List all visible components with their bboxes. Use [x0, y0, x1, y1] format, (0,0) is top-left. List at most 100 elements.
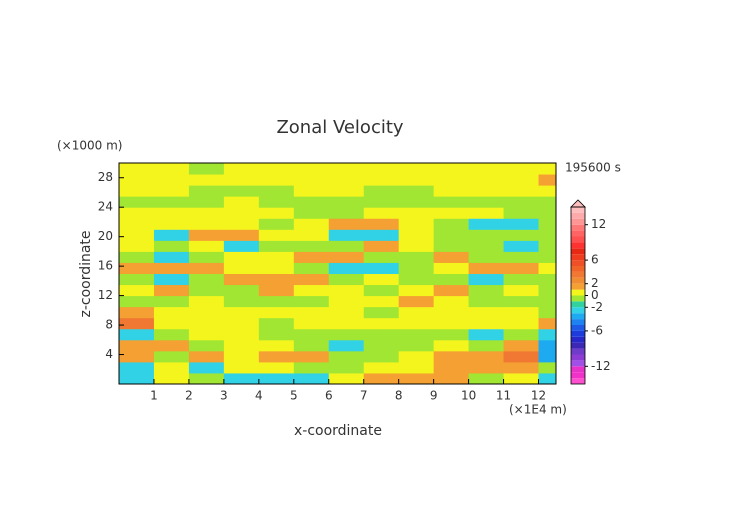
cell — [328, 229, 365, 241]
cell — [468, 207, 505, 219]
cell — [328, 306, 365, 319]
cell — [223, 328, 260, 341]
cell — [468, 240, 505, 252]
cell — [223, 174, 260, 186]
cell — [258, 185, 295, 197]
chart-title: Zonal Velocity — [276, 117, 403, 138]
cell — [119, 251, 155, 263]
cell — [328, 361, 365, 374]
colorbar-box — [571, 342, 585, 349]
cell — [538, 218, 557, 230]
cell — [153, 372, 190, 385]
cell — [188, 185, 225, 197]
cell — [293, 339, 330, 352]
cell — [293, 229, 330, 241]
x-tick-label: 1 — [150, 389, 158, 403]
cell — [258, 174, 295, 186]
cell — [468, 218, 505, 230]
cell — [363, 372, 400, 385]
cell — [538, 240, 557, 252]
y-tick-label: 24 — [98, 200, 113, 214]
cell — [398, 284, 435, 297]
cell — [258, 361, 295, 374]
cell — [293, 295, 330, 308]
cell — [258, 339, 295, 352]
colorbar-box — [571, 218, 585, 225]
cell — [223, 306, 260, 319]
cell — [398, 196, 435, 208]
cell — [188, 196, 225, 208]
cell — [363, 207, 400, 219]
cell — [153, 262, 190, 274]
cell — [328, 207, 365, 219]
cell — [258, 372, 295, 385]
colorbar-box — [571, 354, 585, 361]
cell — [153, 295, 190, 308]
colorbar-box — [571, 242, 585, 249]
cell — [328, 317, 365, 330]
cell — [363, 295, 400, 308]
cell — [153, 174, 190, 186]
cell — [153, 317, 190, 330]
cell — [258, 350, 295, 363]
cell — [433, 306, 470, 319]
plot-frame — [118, 162, 557, 385]
cell — [398, 295, 435, 308]
colorbar-box — [571, 295, 585, 302]
cell — [398, 218, 435, 230]
cell — [433, 207, 470, 219]
cell — [363, 240, 400, 252]
cell — [293, 328, 330, 341]
colorbar-box — [571, 277, 585, 284]
cell — [153, 273, 190, 286]
cell — [153, 350, 190, 363]
cell — [433, 196, 470, 208]
cell — [468, 295, 505, 308]
cell — [468, 317, 505, 330]
cell — [328, 350, 365, 363]
x-tick-label: 10 — [461, 389, 476, 403]
cell — [258, 295, 295, 308]
cell — [293, 196, 330, 208]
cell — [328, 328, 365, 341]
cell — [433, 273, 470, 286]
cell — [398, 174, 435, 186]
cell — [503, 262, 540, 274]
cell — [468, 372, 505, 385]
x-tick-label: 5 — [290, 389, 298, 403]
cell — [119, 163, 155, 175]
cell — [363, 284, 400, 297]
cell — [328, 284, 365, 297]
cell — [258, 262, 295, 274]
x-tick-label: 11 — [496, 389, 511, 403]
cell — [503, 251, 540, 263]
colorbar-extend — [570, 199, 586, 208]
cell — [363, 328, 400, 341]
cell — [363, 317, 400, 330]
cell — [538, 317, 557, 330]
cell — [503, 306, 540, 319]
x-tick-label: 12 — [531, 389, 546, 403]
cell — [153, 339, 190, 352]
x-tick-label: 8 — [395, 389, 403, 403]
cell — [468, 262, 505, 274]
cell — [503, 339, 540, 352]
cell — [223, 295, 260, 308]
cell — [538, 361, 557, 374]
cell — [538, 350, 557, 363]
cell — [223, 163, 260, 175]
colorbar-tick-label: 2 — [591, 276, 599, 290]
y-tick-label: 8 — [105, 318, 113, 332]
cell — [119, 229, 155, 241]
cell — [293, 306, 330, 319]
cell — [538, 262, 557, 274]
colorbar-box — [571, 260, 585, 266]
cell — [223, 196, 260, 208]
cell — [538, 328, 557, 341]
cell — [223, 207, 260, 219]
cell — [119, 207, 155, 219]
cell — [119, 306, 155, 319]
cell — [538, 295, 557, 308]
cell — [328, 262, 365, 274]
